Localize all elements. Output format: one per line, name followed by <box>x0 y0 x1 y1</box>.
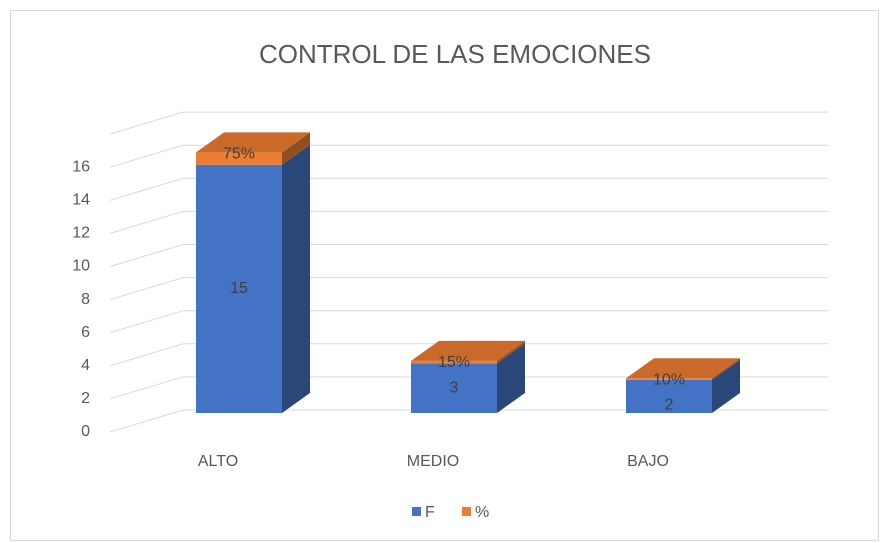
bar-front <box>196 164 282 413</box>
y-tick-label: 0 <box>81 423 90 440</box>
grid-line <box>109 343 184 367</box>
y-tick-label: 16 <box>72 158 90 175</box>
y-tick-label: 6 <box>81 324 90 341</box>
y-tick-label: 14 <box>72 192 90 209</box>
grid-line <box>109 409 184 433</box>
bar-side <box>282 132 310 165</box>
bar-top <box>411 340 525 361</box>
legend-label: F <box>425 504 435 521</box>
bar-side <box>712 359 740 413</box>
legend-swatch <box>412 507 421 516</box>
y-tick-label: 10 <box>72 258 90 275</box>
y-tick-label: 12 <box>72 225 90 242</box>
data-label: 2 <box>665 397 674 414</box>
grid-line <box>109 144 184 168</box>
bar-front <box>196 152 282 165</box>
grid-line <box>109 111 184 135</box>
y-tick-label: 2 <box>81 390 90 407</box>
bar-front <box>411 360 497 364</box>
data-label: 15 <box>230 280 248 297</box>
grid-line <box>109 310 184 334</box>
bar-side <box>712 358 740 380</box>
bar-side <box>497 343 525 413</box>
chart-frame <box>10 10 879 541</box>
legend-swatch <box>462 507 471 516</box>
x-tick-label: MEDIO <box>407 453 459 470</box>
grid-line <box>109 244 184 267</box>
data-label: 15% <box>438 354 470 371</box>
data-label: 10% <box>653 371 685 388</box>
data-label: 3 <box>450 379 459 396</box>
x-tick-label: ALTO <box>198 453 238 470</box>
bar-side <box>282 144 310 413</box>
grid-line <box>109 376 184 400</box>
bar-front <box>626 379 712 413</box>
chart-title: CONTROL DE LAS EMOCIONES <box>259 39 651 69</box>
x-tick-label: BAJO <box>627 453 669 470</box>
legend-label: % <box>475 504 489 521</box>
bar-top <box>626 358 740 379</box>
grid-line <box>109 177 184 201</box>
data-label: 75% <box>223 146 255 163</box>
bar-front <box>626 378 712 380</box>
bar-front <box>411 363 497 413</box>
grid-line <box>109 277 184 301</box>
bar-top <box>196 132 310 153</box>
grid-line <box>109 210 184 234</box>
y-tick-label: 8 <box>81 291 90 308</box>
y-tick-label: 4 <box>81 357 90 374</box>
bar-side <box>497 340 525 364</box>
